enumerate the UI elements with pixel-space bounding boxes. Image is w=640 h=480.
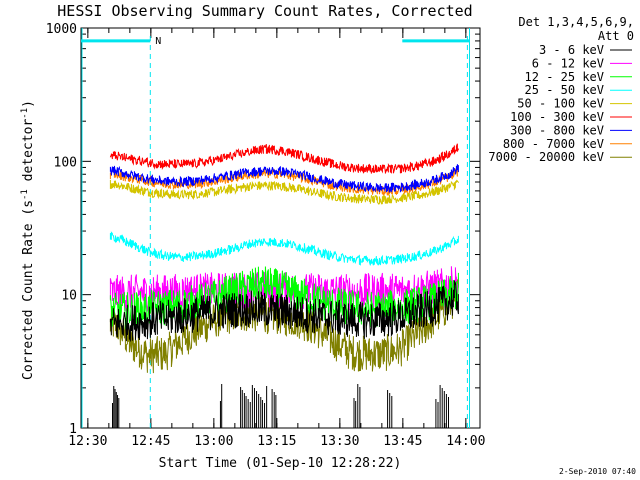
x-tick-label: 13:45 [383,434,422,449]
flag-marks [112,384,449,428]
legend-label: 50 - 100 keV [517,97,604,111]
series-line-25-50-kev [109,231,459,266]
plot-border [80,27,481,429]
x-tick-label: 13:30 [320,434,359,449]
legend-label: 12 - 25 keV [525,70,604,84]
x-tick-label: 13:00 [194,434,233,449]
saa-bar-label: N [155,36,161,47]
x-tick-label: 12:30 [68,434,107,449]
y-tick-label: 1 [69,422,77,437]
x-tick-label: 14:00 [446,434,485,449]
series-line-300-800-kev [109,164,459,193]
series-line-7000-20000-kev [109,279,459,374]
legend-label: 3 - 6 keV [539,43,604,57]
y-tick-label: 100 [54,155,77,170]
series-line-100-300-kev [109,143,459,174]
legend-label: 25 - 50 keV [525,83,604,97]
x-axis-label: Start Time (01-Sep-10 12:28:22) [159,456,402,471]
y-tick-label: 1000 [46,22,77,37]
legend-label: 100 - 300 keV [510,110,604,124]
legend-label: 7000 - 20000 keV [488,150,604,164]
x-tick-label: 13:15 [257,434,296,449]
series-group [109,143,459,374]
y-tick-label: 10 [61,289,77,304]
legend-label: 800 - 7000 keV [503,137,604,151]
x-axis: 12:30 12:45 13:00 13:15 13:30 13:45 14:00 [68,28,485,449]
legend-label: 6 - 12 keV [532,56,604,70]
chart-title: HESSI Observing Summary Count Rates, Cor… [57,2,472,20]
series-line-12-25-kev [109,266,459,329]
y-axis: 1 10 100 1000 [46,22,480,437]
legend-header-1: Det 1,3,4,5,6,9, [518,15,634,29]
series-line-50-100-kev [109,179,459,206]
footer-date: 2-Sep-2010 07:40 [559,467,636,476]
legend-label: 300 - 800 keV [510,123,604,137]
legend-header-2: Att 0 [598,29,634,43]
y-axis-label: Corrected Count Rate (s-1 detector-1) [20,100,36,380]
saa-night-overlays: N [81,28,470,428]
x-tick-label: 12:45 [131,434,170,449]
plot-area [80,27,481,429]
series-line-3-6-kev [109,280,459,343]
